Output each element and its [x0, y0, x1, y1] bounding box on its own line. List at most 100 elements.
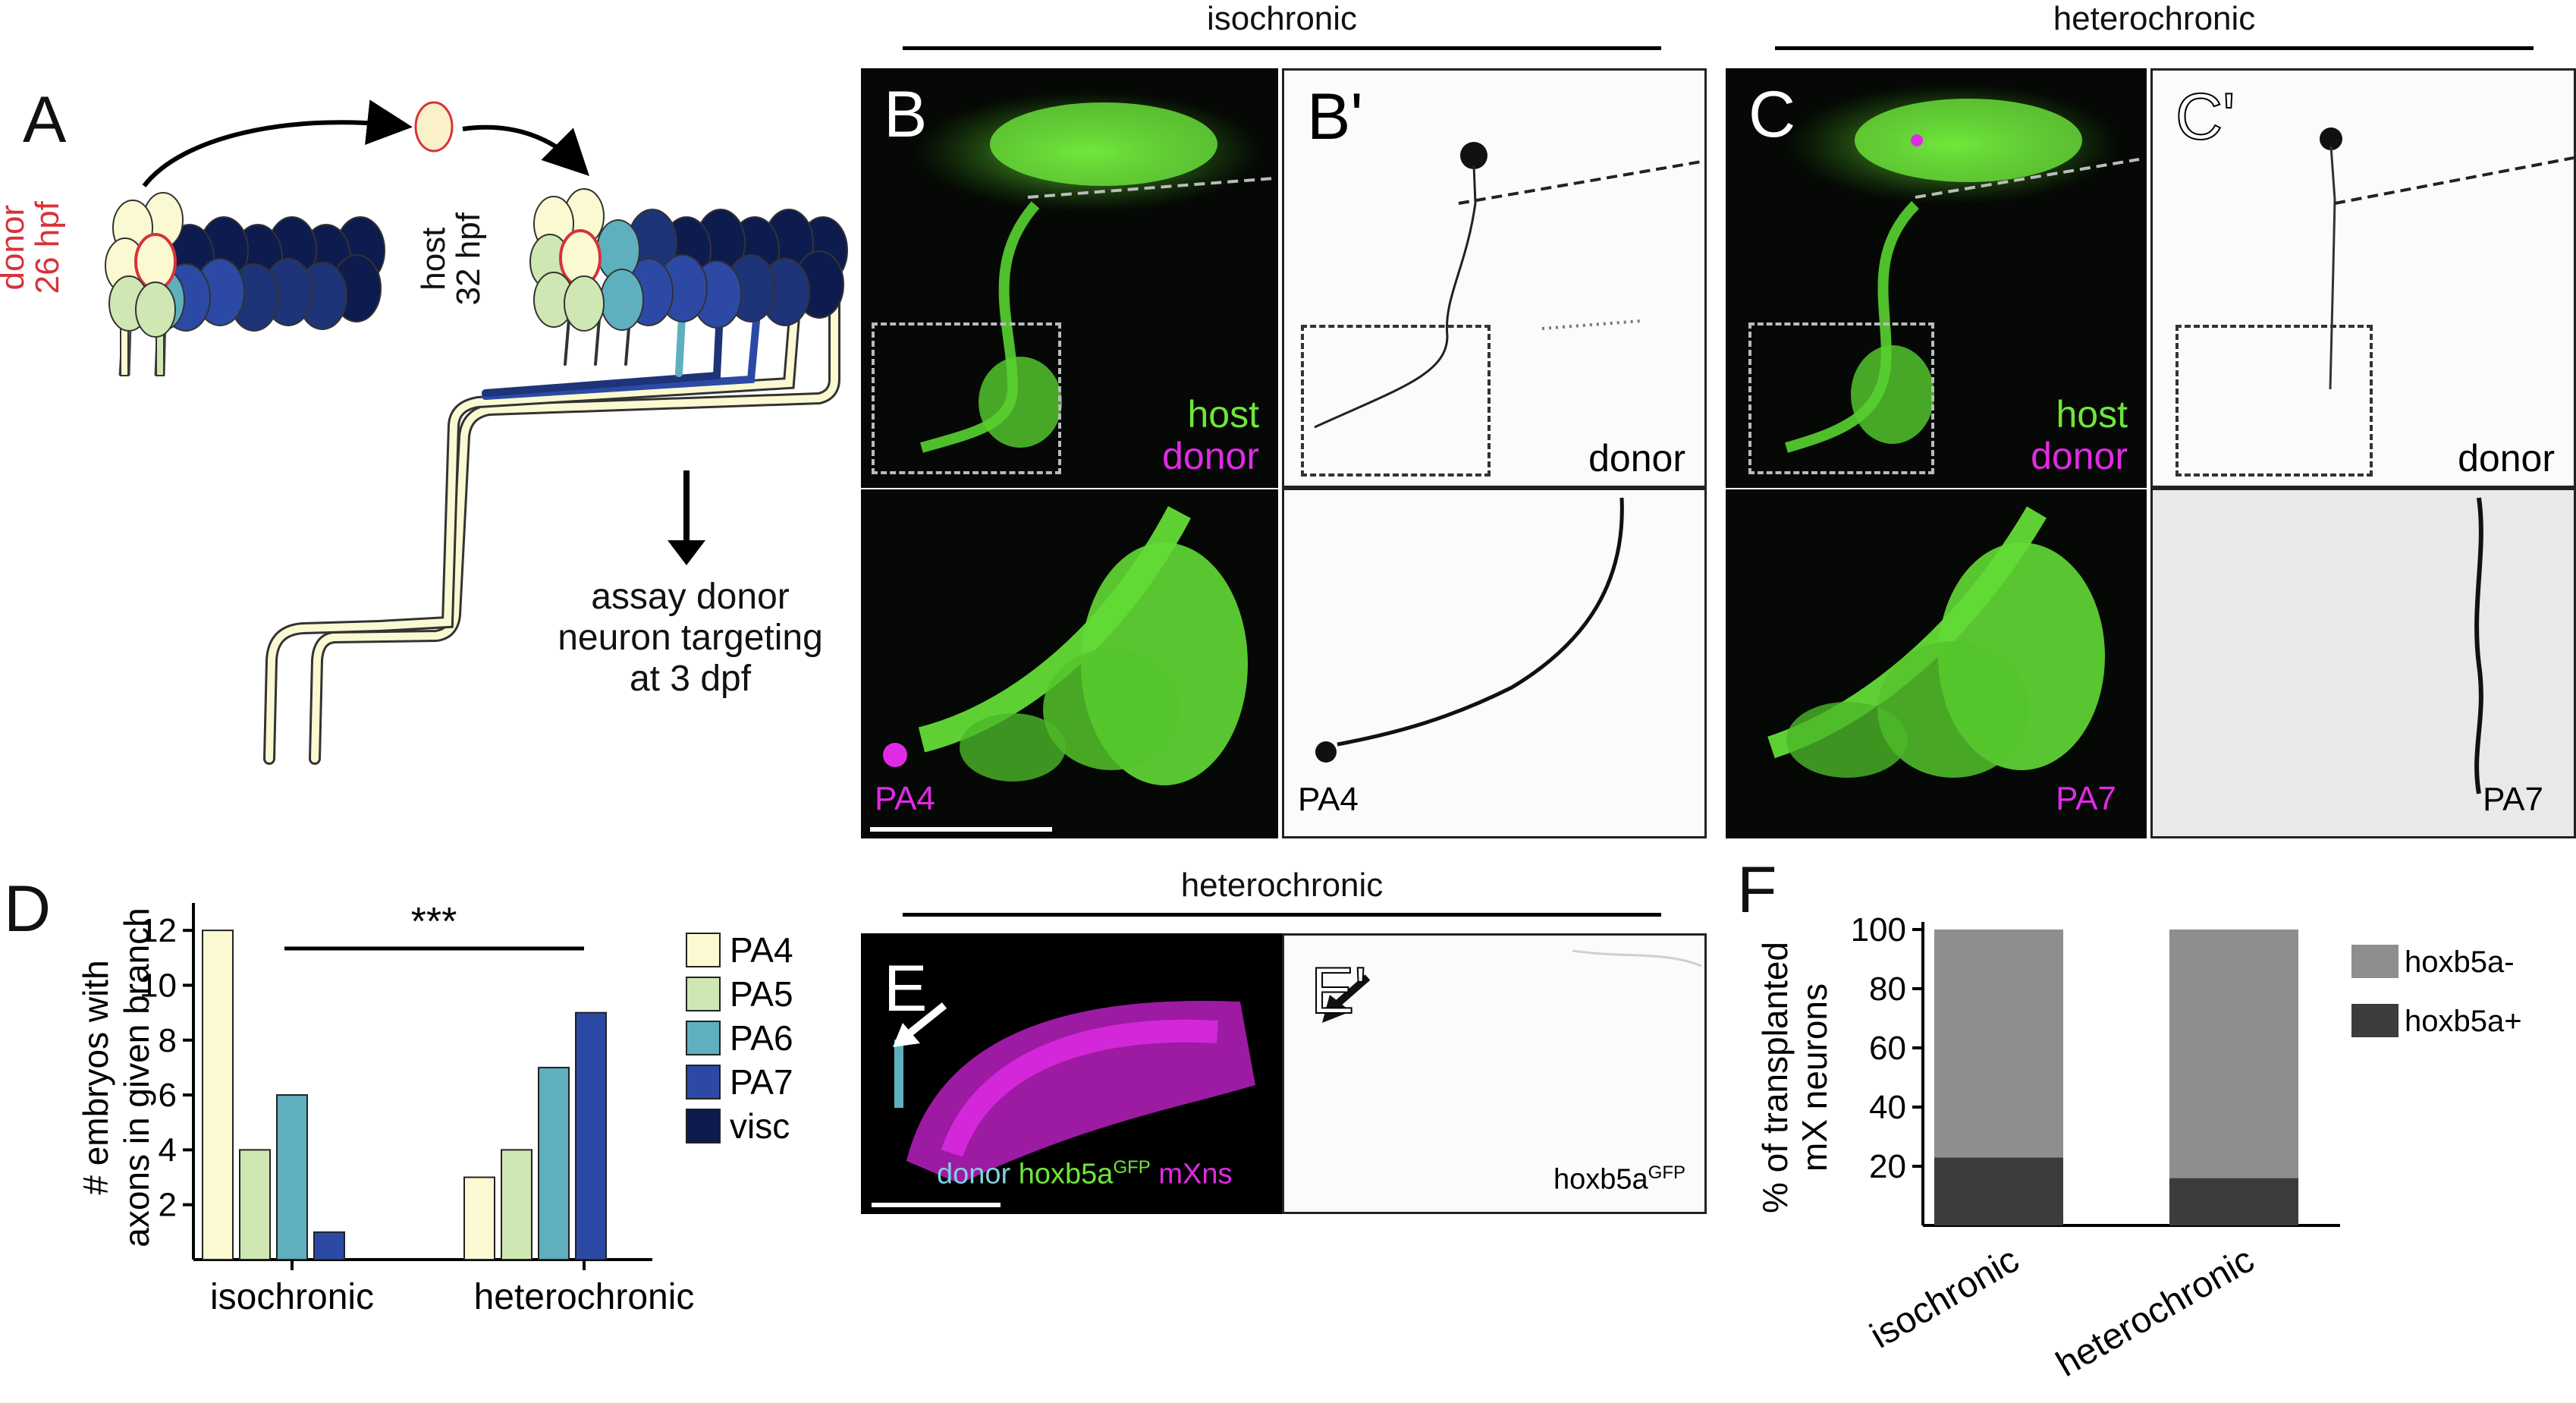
inset-region-cprime: [2175, 325, 2373, 477]
bar-pa7-heterochronic: [575, 1011, 607, 1260]
panel-cprime-micrograph: [2320, 127, 2574, 390]
panel-label-d: D: [4, 873, 52, 945]
panel-eprime-micrograph: [1322, 949, 1702, 1023]
bar-pa4-heterochronic: [463, 1176, 495, 1260]
panel-label-b: B: [884, 78, 928, 151]
channel-hoxb5a: hoxb5a: [1553, 1163, 1648, 1196]
inset-region-c: [1748, 322, 1934, 474]
panel-cprime-zoom: PA7: [2150, 488, 2576, 838]
transplanted-cell: [414, 101, 454, 153]
transfer-arrow-2: [462, 124, 589, 176]
panel-label-c: C: [1748, 78, 1796, 151]
y-axis-title-line-1: % of transplanted: [1755, 942, 1795, 1213]
panel-label-e: E: [884, 952, 928, 1025]
panel-eprime-channel: hoxb5aGFP: [1553, 1163, 1685, 1196]
bar-pa6-isochronic: [276, 1094, 308, 1261]
bar-hoxb5a+-heterochronic: [2169, 1178, 2298, 1225]
panel-b-micrograph: [914, 91, 1275, 453]
panel-b-zoom-micrograph: [870, 506, 1248, 832]
legend-swatch-pa7: [686, 1065, 721, 1099]
legend-swatch-pa5: [686, 977, 721, 1011]
assay-line-1: assay donor: [591, 577, 790, 617]
legend-label-pa7: PA7: [730, 1062, 793, 1102]
panel-label-eprime: E': [1310, 955, 1368, 1027]
significance-stars: ***: [411, 900, 457, 944]
panel-label-a: A: [23, 83, 67, 156]
y-axis-title: % of transplanted mX neurons: [1755, 942, 1834, 1213]
panel-e: E donor hoxb5aGFP mXns: [861, 933, 1282, 1214]
panel-bprime-overview: B' donor: [1282, 68, 1707, 488]
y-tick-label: 60: [1869, 1030, 1906, 1067]
transfer-arrow-1: [142, 99, 413, 187]
y-tick-label: 2: [159, 1187, 177, 1224]
channel-label-host: host: [1187, 393, 1259, 436]
bar-hoxb5a+-isochronic: [1934, 1157, 2063, 1225]
legend-label-hoxb5a-: hoxb5a-: [2405, 945, 2515, 979]
bar-pa4-isochronic: [202, 930, 234, 1261]
assay-arrow-head: [668, 540, 705, 565]
bar-hoxb5a--heterochronic: [2169, 930, 2298, 1178]
y-tick-label: 12: [140, 912, 177, 949]
channel-mxns: mXns: [1158, 1158, 1233, 1191]
y-tick-label: 80: [1869, 970, 1906, 1008]
y-axis-title-line-2: mX neurons: [1795, 983, 1834, 1172]
legend-label-pa5: PA5: [730, 974, 793, 1014]
channel-hoxb5a: hoxb5a: [1018, 1158, 1114, 1191]
inset-region-bprime: [1301, 325, 1491, 477]
section-header-isochronic: isochronic: [903, 0, 1661, 50]
panel-label-cprime: C': [2175, 80, 2236, 153]
channel-label-donor: donor: [2458, 437, 2555, 480]
channel-label-donor: donor: [1162, 435, 1259, 477]
section-header-heterochronic: heterochronic: [1775, 0, 2534, 50]
section-title: isochronic: [1206, 0, 1358, 37]
section-title: heterochronic: [2053, 0, 2256, 37]
branch-label-pa4: PA4: [875, 780, 935, 817]
bar-pa5-heterochronic: [501, 1149, 532, 1260]
branch-label-pa7: PA7: [2056, 780, 2116, 817]
bar-hoxb5a--isochronic: [1934, 930, 2063, 1158]
panel-c-zoom-micrograph: [1767, 506, 2105, 778]
section-header-heterochronic-e: heterochronic: [903, 867, 1661, 917]
host-neuron-cluster: [263, 188, 848, 765]
y-axis-title-line-1: # embryos with: [76, 960, 115, 1194]
y-tick-label: 8: [159, 1022, 177, 1059]
x-tick-label: heterochronic: [2050, 1240, 2260, 1385]
panel-cprime-zoom-micrograph: [2474, 497, 2483, 794]
bar-pa5-isochronic: [239, 1149, 271, 1260]
bar-pa6-heterochronic: [538, 1066, 570, 1260]
panel-bprime-zoom-micrograph: [1315, 497, 1624, 763]
channel-hoxb5a-sup: GFP: [1113, 1157, 1151, 1178]
bar-pa7-isochronic: [313, 1231, 345, 1261]
x-tick-label: isochronic: [210, 1277, 374, 1317]
panel-e-micrograph: [872, 1000, 1255, 1207]
channel-donor: donor: [937, 1158, 1011, 1191]
branch-label-pa4: PA4: [1298, 781, 1359, 818]
panel-bprime-zoom: PA4: [1282, 488, 1707, 838]
channel-label-donor: donor: [1588, 437, 1685, 480]
panel-e-channels: donor hoxb5aGFP mXns: [937, 1158, 1232, 1191]
assay-line-3: at 3 dpf: [629, 658, 752, 699]
legend-swatch-visc: [686, 1109, 721, 1143]
y-tick-label: 40: [1869, 1089, 1906, 1126]
legend-swatch-hoxb5a-: [2351, 945, 2399, 978]
inset-region-b: [872, 322, 1061, 474]
legend-label-visc: visc: [730, 1106, 790, 1146]
channel-label-host: host: [2056, 393, 2128, 436]
assay-text: assay donor neuron targeting at 3 dpf: [523, 577, 857, 699]
assay-line-2: neuron targeting: [558, 617, 823, 658]
y-axis-title-line-2: axons in given branch: [117, 908, 156, 1247]
panel-cprime-overview: C' donor: [2150, 68, 2576, 488]
legend-swatch-pa6: [686, 1021, 721, 1055]
chart-f: 20 40 60 80 100 % of transplanted mX neurons is…: [1755, 911, 2522, 1385]
panel-c-overview: C host donor: [1726, 68, 2147, 488]
y-tick-label: 100: [1851, 911, 1906, 948]
channel-label-donor: donor: [2031, 435, 2128, 477]
legend-label-pa4: PA4: [730, 930, 793, 970]
x-tick-label: heterochronic: [474, 1277, 695, 1317]
legend-label-pa6: PA6: [730, 1018, 793, 1058]
panel-bprime-micrograph: [1314, 142, 1702, 429]
legend-label-hoxb5a+: hoxb5a+: [2405, 1005, 2522, 1038]
y-tick-label: 6: [159, 1077, 177, 1114]
y-axis-title: # embryos with axons in given branch: [76, 908, 156, 1247]
